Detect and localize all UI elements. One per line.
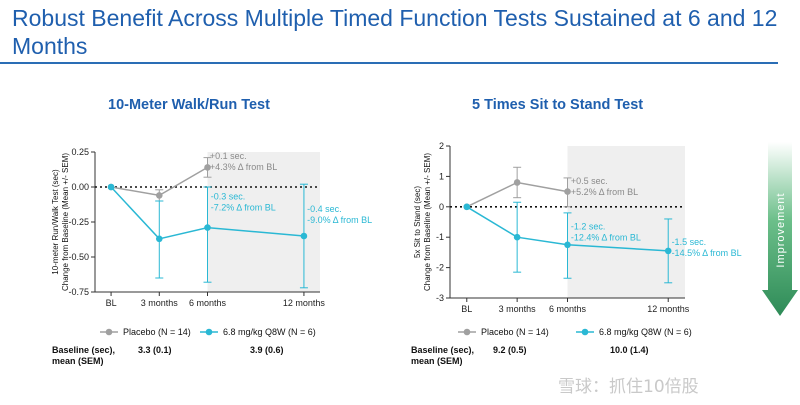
treatment-point	[564, 241, 571, 249]
treatment-point	[155, 235, 163, 243]
baseline-placebo-value: 3.3 (0.1)	[138, 345, 172, 355]
y-axis-label: Change from Baseline (Mean +/- SEM)	[423, 153, 432, 291]
treatment-point	[664, 247, 672, 255]
chart-title-walk-run: 10-Meter Walk/Run Test	[108, 97, 270, 113]
y-tick-label: -1	[436, 232, 444, 242]
annotation-text: +0.5 sec.	[571, 176, 608, 186]
placebo-legend-marker	[463, 328, 471, 336]
x-tick-label: 3 months	[499, 304, 537, 314]
annotation-text: -0.3 sec.	[211, 192, 246, 202]
treatment-point	[463, 203, 471, 211]
placebo-legend-label: Placebo (N = 14)	[481, 327, 549, 337]
shaded-region	[567, 146, 685, 298]
y-tick-label: -0.50	[68, 252, 89, 262]
y-axis-label: 10-meter Run/Walk Test (sec)	[51, 169, 60, 275]
treatment-point	[107, 183, 115, 191]
x-tick-label: 3 months	[141, 298, 179, 308]
x-tick-label: BL	[106, 298, 117, 308]
y-tick-label: -0.75	[68, 287, 89, 297]
y-tick-label: 2	[439, 141, 444, 151]
y-tick-label: -2	[436, 263, 444, 273]
treatment-legend-label: 6.8 mg/kg Q8W (N = 6)	[599, 327, 692, 337]
x-tick-label: 12 months	[647, 304, 690, 314]
treatment-point	[204, 224, 211, 231]
treatment-line	[110, 186, 304, 240]
y-tick-label: 0.00	[71, 182, 89, 192]
treatment-point	[513, 233, 521, 241]
title-divider	[0, 62, 778, 64]
chart-title-sit-to-stand: 5 Times Sit to Stand Test	[472, 97, 644, 113]
baseline-label: Baseline (sec),	[411, 345, 474, 355]
sit-to-stand-chart: 2 1 0 -1 -2 -3 BL 3 months 6 months 12 months 5x S…	[411, 141, 742, 366]
baseline-label: mean (SEM)	[52, 356, 104, 366]
x-tick-label: 12 months	[283, 298, 326, 308]
treatment-legend-label: 6.8 mg/kg Q8W (N = 6)	[223, 327, 316, 337]
y-tick-label: 0.25	[71, 147, 89, 157]
annotation-text: +5.2% Δ from BL	[571, 187, 638, 197]
baseline-placebo-value: 9.2 (0.5)	[493, 345, 527, 355]
shaded-region	[207, 152, 320, 292]
baseline-label: mean (SEM)	[411, 356, 463, 366]
improvement-label: Improvement	[775, 192, 787, 267]
placebo-legend-label: Placebo (N = 14)	[123, 327, 191, 337]
annotation-text: -12.4% Δ from BL	[571, 233, 641, 243]
treatment-legend-marker	[581, 328, 589, 336]
x-tick-label: BL	[461, 304, 472, 314]
annotation-text: -14.5% Δ from BL	[672, 248, 742, 258]
treatment-legend-marker	[205, 328, 213, 336]
annotation-text: -7.2% Δ from BL	[211, 203, 276, 213]
y-tick-label: -3	[436, 293, 444, 303]
baseline-label: Baseline (sec),	[52, 345, 115, 355]
watermark: 雪球：抓住10倍股	[558, 377, 699, 397]
placebo-point	[204, 164, 211, 171]
annotation-text: -0.4 sec.	[307, 204, 342, 214]
x-tick-label: 6 months	[549, 304, 587, 314]
baseline-treatment-value: 3.9 (0.6)	[250, 345, 284, 355]
baseline-treatment-value: 10.0 (1.4)	[610, 345, 649, 355]
annotation-text: -1.2 sec.	[571, 222, 606, 232]
x-tick-label: 6 months	[189, 298, 227, 308]
placebo-point	[155, 192, 163, 199]
placebo-point	[513, 179, 521, 186]
annotation-text: -1.5 sec.	[672, 237, 707, 247]
y-axis-label: Change from Baseline (Mean +/- SEM)	[61, 153, 70, 291]
treatment-point	[300, 232, 308, 240]
placebo-point	[564, 188, 571, 195]
annotation-text: -9.0% Δ from BL	[307, 215, 372, 225]
annotation-text: +0.1 sec.	[210, 151, 247, 161]
annotation-text: +4.3% Δ from BL	[210, 162, 277, 172]
y-tick-label: -0.25	[68, 217, 89, 227]
placebo-legend-marker	[105, 328, 113, 336]
y-axis-label: 5x Sit to Stand (sec)	[413, 186, 422, 258]
improvement-arrow-shape	[762, 142, 798, 316]
treatment-line	[466, 206, 669, 252]
slide-title: Robust Benefit Across Multiple Timed Fun…	[12, 5, 778, 59]
walk-run-chart: 0.25 0.00 -0.25 -0.50 -0.75 BL 3 months 6 month…	[51, 147, 372, 366]
y-tick-label: 0	[439, 202, 444, 212]
improvement-arrow: Improvement	[762, 142, 798, 316]
y-tick-label: 1	[439, 171, 444, 181]
